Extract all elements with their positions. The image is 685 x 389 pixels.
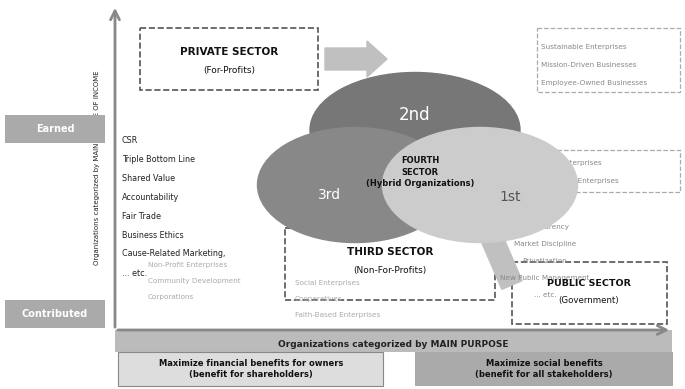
Text: 2nd: 2nd (399, 106, 431, 124)
Text: Fair Trade: Fair Trade (122, 212, 161, 221)
Text: PRIVATE SECTOR: PRIVATE SECTOR (180, 47, 278, 57)
Bar (118, 352, 383, 386)
Text: Privatization: Privatization (523, 258, 567, 264)
Bar (140, 28, 318, 90)
Text: (Government): (Government) (559, 296, 619, 305)
Text: Earned: Earned (36, 124, 74, 134)
Text: CSR: CSR (122, 135, 138, 144)
Text: PUBLIC SECTOR: PUBLIC SECTOR (547, 279, 631, 287)
Ellipse shape (258, 128, 453, 242)
FancyArrow shape (465, 197, 522, 289)
Text: (For-Profits): (For-Profits) (203, 65, 255, 75)
Text: Maximize financial benefits for owners
(benefit for shareholders): Maximize financial benefits for owners (… (159, 359, 343, 379)
FancyArrow shape (372, 190, 408, 228)
Text: Non-Profit Enterprises: Non-Profit Enterprises (148, 262, 227, 268)
Text: 3rd: 3rd (319, 188, 342, 202)
Bar (5, 300, 105, 328)
Ellipse shape (382, 128, 577, 242)
Text: Cause-Related Marketing,: Cause-Related Marketing, (122, 249, 225, 259)
Bar (415, 352, 673, 386)
Bar (115, 330, 672, 352)
Text: New Public Management: New Public Management (500, 275, 590, 281)
Text: Social Enterprises: Social Enterprises (295, 280, 360, 286)
Bar (537, 150, 680, 192)
Text: Efficiency: Efficiency (527, 207, 562, 213)
Text: Maximize social benefits
(benefit for all stakeholders): Maximize social benefits (benefit for al… (475, 359, 613, 379)
Text: Employee-Owned Businesses: Employee-Owned Businesses (541, 80, 647, 86)
FancyArrow shape (325, 41, 387, 77)
Bar (537, 28, 680, 92)
Bar (285, 228, 495, 300)
Text: Community Development: Community Development (148, 278, 240, 284)
Ellipse shape (310, 72, 520, 187)
Text: (Non-For-Profits): (Non-For-Profits) (353, 266, 427, 275)
Text: Sustainable Enterprises: Sustainable Enterprises (541, 44, 627, 50)
Text: Organizations categorized by MAIN SOURCE OF INCOME: Organizations categorized by MAIN SOURCE… (94, 71, 100, 265)
Bar (5, 115, 105, 143)
Text: Municipal Enterprises: Municipal Enterprises (541, 178, 619, 184)
Text: THIRD SECTOR: THIRD SECTOR (347, 247, 433, 257)
Text: FOURTH
SECTOR
(Hybrid Organizations): FOURTH SECTOR (Hybrid Organizations) (366, 156, 474, 188)
Text: 1st: 1st (499, 190, 521, 204)
Text: Civic Enterprises: Civic Enterprises (541, 160, 601, 166)
Text: Mission-Driven Businesses: Mission-Driven Businesses (541, 62, 636, 68)
Text: Transparency: Transparency (521, 224, 569, 230)
Text: Corporations: Corporations (148, 294, 195, 300)
Text: Contributed: Contributed (22, 309, 88, 319)
Text: Accountability: Accountability (122, 193, 179, 202)
Text: ... etc.: ... etc. (122, 268, 147, 277)
Text: Organizations categorized by MAIN PURPOSE: Organizations categorized by MAIN PURPOS… (277, 340, 508, 349)
Text: ... etc.: ... etc. (534, 292, 556, 298)
Text: Triple Bottom Line: Triple Bottom Line (122, 154, 195, 163)
Text: Market Discipline: Market Discipline (514, 241, 576, 247)
Text: Faith-Based Enterprises: Faith-Based Enterprises (295, 312, 380, 318)
Bar (512, 262, 667, 324)
Text: Business Ethics: Business Ethics (122, 231, 184, 240)
Text: Shared Value: Shared Value (122, 173, 175, 182)
Text: Cooperatives: Cooperatives (295, 296, 342, 302)
